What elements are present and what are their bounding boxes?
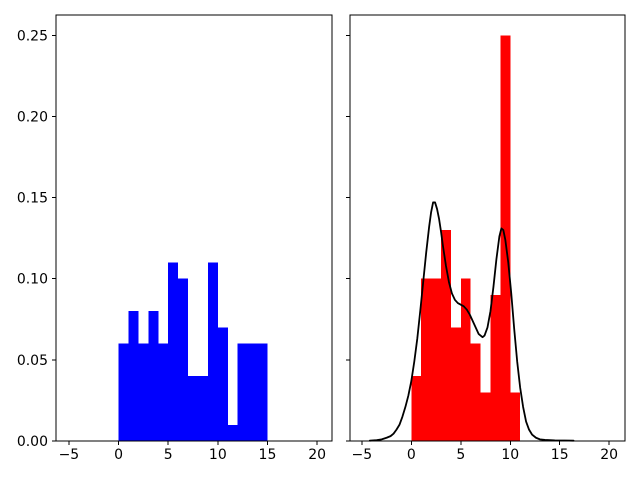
histogram-bar — [217, 327, 228, 441]
histogram-bar — [148, 311, 159, 441]
y-tick-label: 0.00 — [17, 434, 48, 450]
histogram-bar — [510, 392, 521, 441]
histogram-bar — [441, 230, 451, 441]
histogram-bar — [431, 278, 442, 441]
histogram-bar — [480, 392, 491, 441]
histogram-bar — [207, 262, 218, 441]
y-tick-label: 0.15 — [17, 191, 48, 207]
x-tick-label: 15 — [551, 447, 569, 463]
x-tick-label: −5 — [59, 447, 80, 463]
histogram-bar — [178, 278, 189, 441]
histogram-bar — [128, 311, 139, 441]
histogram-bar — [188, 376, 198, 441]
x-tick-label: 5 — [164, 447, 173, 463]
histogram-bar — [460, 278, 471, 441]
axes-spines — [349, 14, 626, 442]
x-tick-label: 15 — [259, 447, 277, 463]
y-tick-label: 0.10 — [17, 272, 48, 288]
histogram-bar — [421, 278, 432, 441]
x-tick-label: −5 — [352, 447, 373, 463]
kde-curve — [368, 201, 575, 442]
x-tick-label: 10 — [209, 447, 227, 463]
x-tick-label: 20 — [308, 447, 326, 463]
y-tick-label: 0.20 — [17, 109, 48, 125]
histogram-bar — [237, 343, 248, 441]
x-tick-label: 20 — [600, 447, 618, 463]
x-tick-label: 10 — [501, 447, 519, 463]
x-tick-label: 0 — [407, 447, 416, 463]
histogram-bar — [138, 343, 149, 441]
x-tick-label: 0 — [114, 447, 123, 463]
histogram-bar — [490, 294, 501, 441]
y-tick-label: 0.05 — [17, 353, 48, 369]
histogram-bar — [257, 343, 268, 441]
y-tick-label: 0.25 — [17, 28, 48, 44]
histogram-bar — [168, 262, 179, 441]
axes-spines — [55, 14, 333, 442]
histogram-bar — [197, 376, 208, 441]
x-tick-label: 5 — [456, 447, 465, 463]
histogram-bar — [227, 424, 238, 441]
histogram-bar — [247, 343, 258, 441]
histogram-bar — [411, 376, 422, 441]
histogram-bar — [158, 343, 169, 441]
histogram-bar — [450, 327, 461, 441]
histogram-bar — [118, 343, 129, 441]
histogram-bar — [470, 343, 481, 441]
